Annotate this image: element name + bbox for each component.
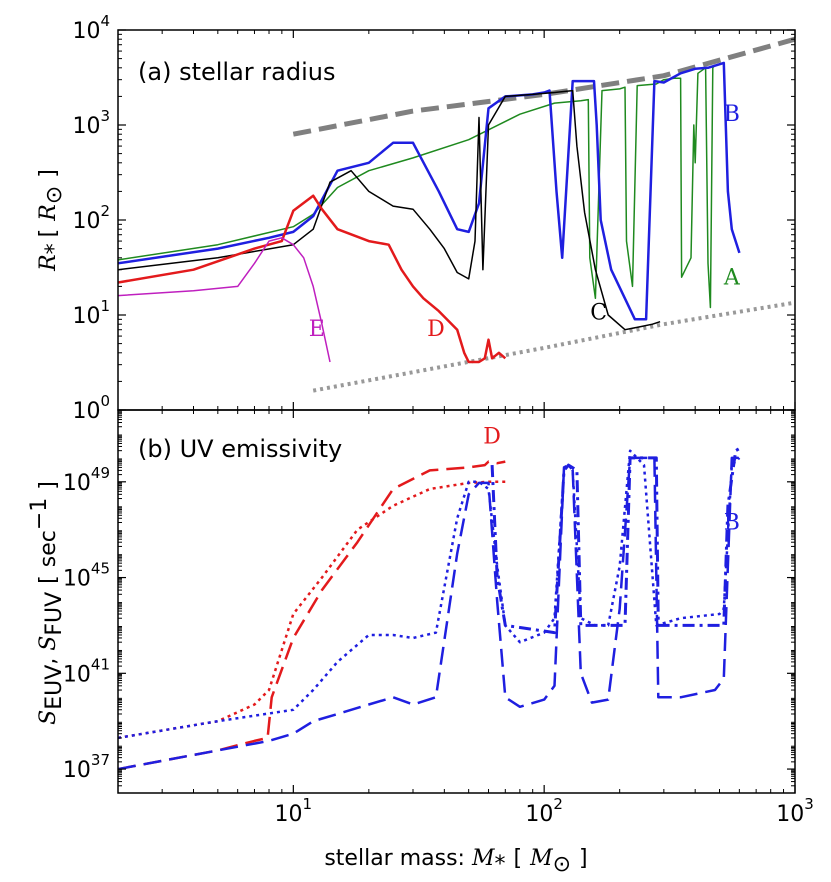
series-line-gray-dashed-upper-limit [292, 36, 795, 137]
panel-a-series-labels: A B C D E [309, 102, 741, 342]
y-tick-label: 100 [72, 392, 110, 424]
y-tick-label: 104 [72, 12, 110, 44]
x-tick-label: 102 [525, 795, 563, 827]
panel-a: A B C D E (a) stellar radius 100 101 102 103 104… [36, 12, 796, 424]
y-tick-label: 1041 [63, 655, 110, 687]
x-tick-label: 101 [275, 795, 313, 827]
y-tick-label: 1037 [63, 751, 110, 783]
series-line-d [118, 194, 507, 364]
y-tick-label: 1049 [63, 464, 110, 496]
series-label-e: E [309, 317, 325, 342]
panel-b-series-labels: DB [483, 425, 740, 536]
series-label-c: C [590, 300, 607, 325]
series-line-c [118, 89, 661, 331]
panel-b-series [118, 445, 744, 771]
panel-b-y-label: SEUV, SFUV[sec−1] [27, 481, 67, 725]
series-line-gray-dotted-lower-limit [312, 300, 795, 393]
panel-b-x-ticks: 101 102 103 [161, 410, 814, 827]
series-line-b-dashdot [490, 445, 744, 635]
panel-a-series [118, 36, 795, 393]
y-tick-label: 102 [72, 202, 110, 234]
panel-a-y-label: R*[R⊙] [36, 169, 67, 272]
series-label-b: B [724, 511, 740, 536]
series-line-d-fuv [118, 480, 506, 740]
x-axis-label: stellar mass: M*[M⊙] [324, 846, 587, 877]
panel-b-title: (b) UV emissivity [138, 435, 342, 463]
series-line-d-euv [118, 460, 506, 771]
panel-a-title: (a) stellar radius [138, 58, 335, 86]
series-label-d: D [483, 425, 501, 450]
panel-a-x-ticks [161, 30, 796, 410]
series-line-e [118, 237, 331, 363]
panel-b-frame [117, 409, 796, 794]
y-tick-label: 103 [72, 107, 110, 139]
panel-a-frame [117, 29, 796, 411]
y-tick-label: 1045 [63, 560, 110, 592]
series-line-b-fuv [118, 449, 741, 740]
panel-a-y-ticks: 100 101 102 103 104 [72, 12, 795, 424]
series-label-a: A [723, 265, 741, 290]
series-line-a [118, 64, 716, 309]
y-tick-label: 101 [72, 297, 110, 329]
series-line-b [118, 61, 741, 321]
series-label-b: B [724, 102, 740, 127]
x-tick-label: 103 [776, 795, 814, 827]
series-label-d: D [427, 317, 445, 342]
panel-b-y-ticks: 1037 1041 1045 1049 [63, 410, 795, 787]
series-line-b-euv [118, 456, 740, 771]
